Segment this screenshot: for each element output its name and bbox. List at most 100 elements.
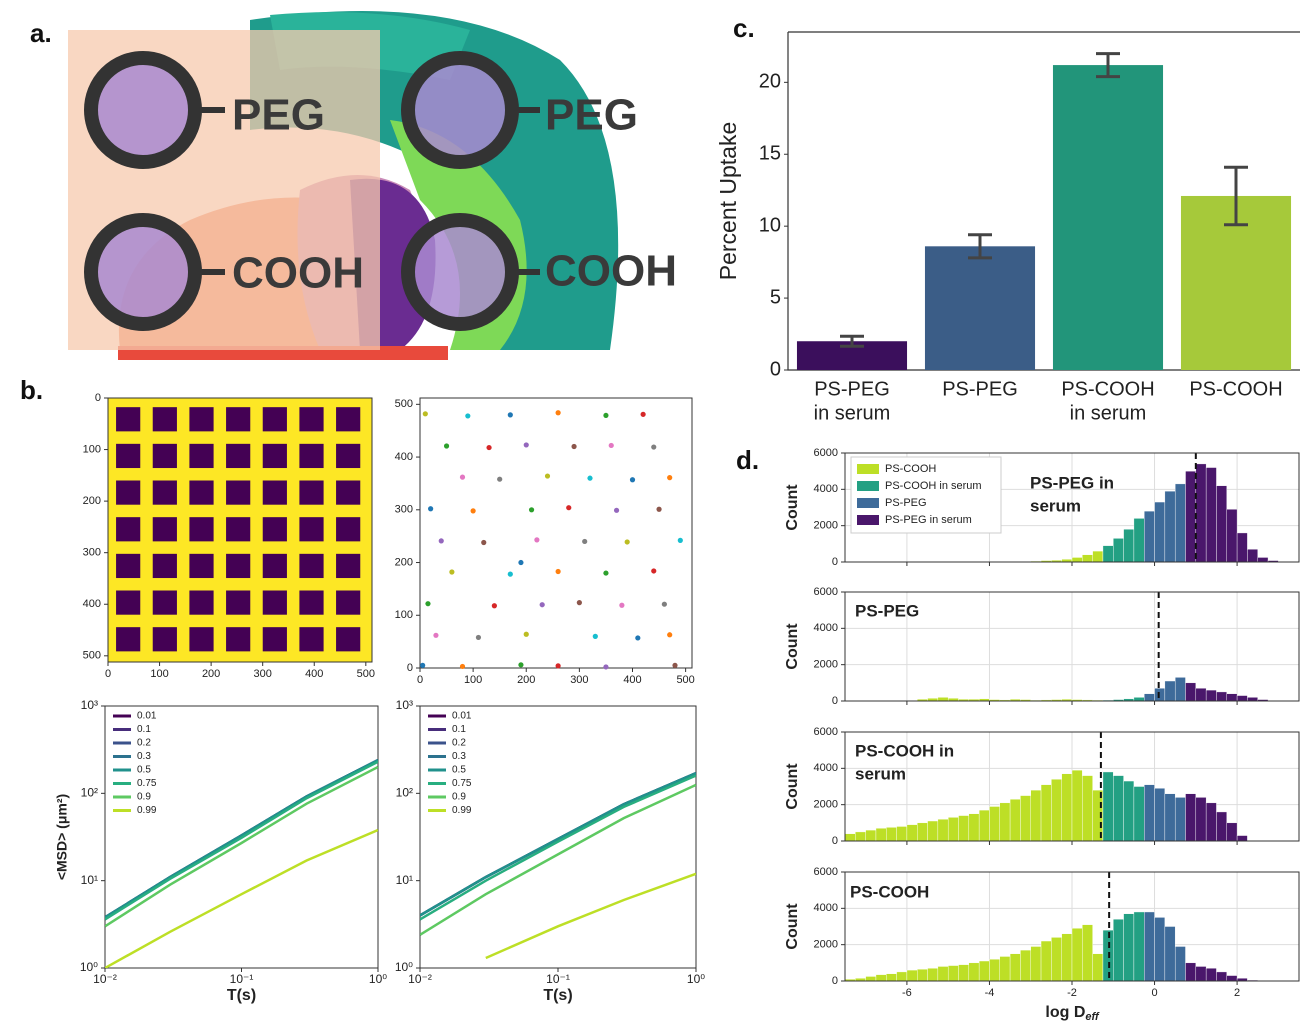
heatmap-cell xyxy=(299,591,323,615)
histogram-bar xyxy=(917,823,927,841)
histogram-bar xyxy=(907,825,917,841)
x-tick-label: 0 xyxy=(1151,987,1157,999)
series-line xyxy=(486,874,696,958)
y-tick-label: 2000 xyxy=(814,939,838,951)
x-tick-label: 10⁰ xyxy=(369,972,387,986)
y-tick-label: 10³ xyxy=(81,698,98,712)
histogram-bar xyxy=(1175,946,1185,981)
histogram-bar xyxy=(1144,694,1154,701)
y-tick-label: 0 xyxy=(832,835,838,847)
legend-swatch xyxy=(857,515,879,525)
histogram-bar xyxy=(1216,972,1226,981)
legend-label: 0.99 xyxy=(137,805,157,816)
y-tick-label: 6000 xyxy=(814,866,838,878)
histogram-bar xyxy=(1165,681,1175,701)
legend-label: 0.75 xyxy=(452,778,472,789)
trajectory-point xyxy=(423,411,428,416)
y-tick-label: 100 xyxy=(83,443,101,455)
heatmap-cell xyxy=(189,627,213,651)
heatmap-cell xyxy=(226,554,250,578)
heatmap-cell xyxy=(116,444,140,468)
panel-label: a. xyxy=(30,18,52,48)
histogram-bar xyxy=(928,968,938,981)
annotation: serum xyxy=(1030,496,1081,515)
plot-frame xyxy=(420,398,692,668)
heatmap-cell xyxy=(226,627,250,651)
trajectory-point xyxy=(425,601,430,606)
histogram-bar xyxy=(845,834,855,841)
heatmap-cell xyxy=(189,591,213,615)
histogram-bar xyxy=(1010,799,1020,841)
trajectory-point xyxy=(625,539,630,544)
legend-swatch xyxy=(857,481,879,491)
y-tick-label: 15 xyxy=(759,143,781,165)
heatmap-cell xyxy=(336,554,360,578)
histogram-bar xyxy=(1196,966,1206,981)
histogram-bar xyxy=(938,966,948,981)
legend-label: 0.1 xyxy=(452,724,466,735)
histogram-bar xyxy=(1072,928,1082,981)
heatmap-cell xyxy=(116,407,140,431)
trajectory-point xyxy=(556,410,561,415)
x-tick-label: 200 xyxy=(517,674,535,686)
y-tick-label: 10² xyxy=(396,786,413,800)
histogram-bar xyxy=(1175,677,1185,701)
region-label: COOH xyxy=(232,249,364,298)
y-tick-label: 0 xyxy=(95,392,101,404)
histogram-bar xyxy=(886,974,896,981)
heatmap-cell xyxy=(153,407,177,431)
x-tick-label: 500 xyxy=(676,674,694,686)
x-tick-label: 100 xyxy=(464,674,482,686)
heatmap-cell xyxy=(116,554,140,578)
histogram-bar xyxy=(1113,538,1123,562)
histogram-bar xyxy=(1041,941,1051,981)
histogram-bar xyxy=(1247,549,1257,562)
region-circle xyxy=(408,58,512,162)
trajectory-point xyxy=(449,569,454,574)
histogram-bar xyxy=(1206,968,1216,981)
heatmap-cell xyxy=(189,517,213,541)
histogram-bar xyxy=(1082,776,1092,841)
histogram-bar xyxy=(1258,557,1268,562)
legend-label: PS-COOH xyxy=(885,463,936,475)
heatmap-cell xyxy=(299,554,323,578)
trajectory-point xyxy=(518,662,523,667)
legend-label: 0.5 xyxy=(137,765,151,776)
y-tick-label: 500 xyxy=(83,650,101,662)
legend-label: 0.5 xyxy=(452,765,466,776)
region-circle xyxy=(91,220,195,324)
y-tick-label: 100 xyxy=(395,609,413,621)
histogram-bar xyxy=(1103,772,1113,841)
histogram-bar xyxy=(969,814,979,841)
trajectory-point xyxy=(667,632,672,637)
y-tick-label: 10¹ xyxy=(81,873,98,887)
x-tick-label: -6 xyxy=(902,987,912,999)
heatmap-cell xyxy=(263,444,287,468)
y-tick-label: 400 xyxy=(395,451,413,463)
heatmap-cell xyxy=(299,444,323,468)
histogram-bar xyxy=(1196,464,1206,562)
heatmap-cell xyxy=(153,444,177,468)
trajectory-point xyxy=(433,633,438,638)
heatmap-cell xyxy=(116,481,140,505)
y-tick-label: 4000 xyxy=(814,762,838,774)
legend-label: 0.2 xyxy=(452,738,466,749)
y-tick-label: 5 xyxy=(770,286,781,308)
histogram-bar xyxy=(907,970,917,981)
histogram-bar xyxy=(1216,812,1226,841)
histogram-bar xyxy=(1216,692,1226,701)
histogram-bar xyxy=(1093,551,1103,562)
heatmap-cell xyxy=(263,481,287,505)
histogram-bar xyxy=(897,972,907,981)
trajectory-point xyxy=(582,539,587,544)
heatmap-cell xyxy=(263,407,287,431)
trajectory-point xyxy=(556,569,561,574)
histogram-bar xyxy=(1227,694,1237,701)
trajectory-point xyxy=(444,443,449,448)
trajectory-point xyxy=(662,602,667,607)
histogram-bar xyxy=(1020,796,1030,841)
x-tick-label: 0 xyxy=(417,674,423,686)
histogram-bar xyxy=(897,826,907,841)
y-axis-label: Count xyxy=(784,484,801,531)
heatmap-cell xyxy=(153,481,177,505)
